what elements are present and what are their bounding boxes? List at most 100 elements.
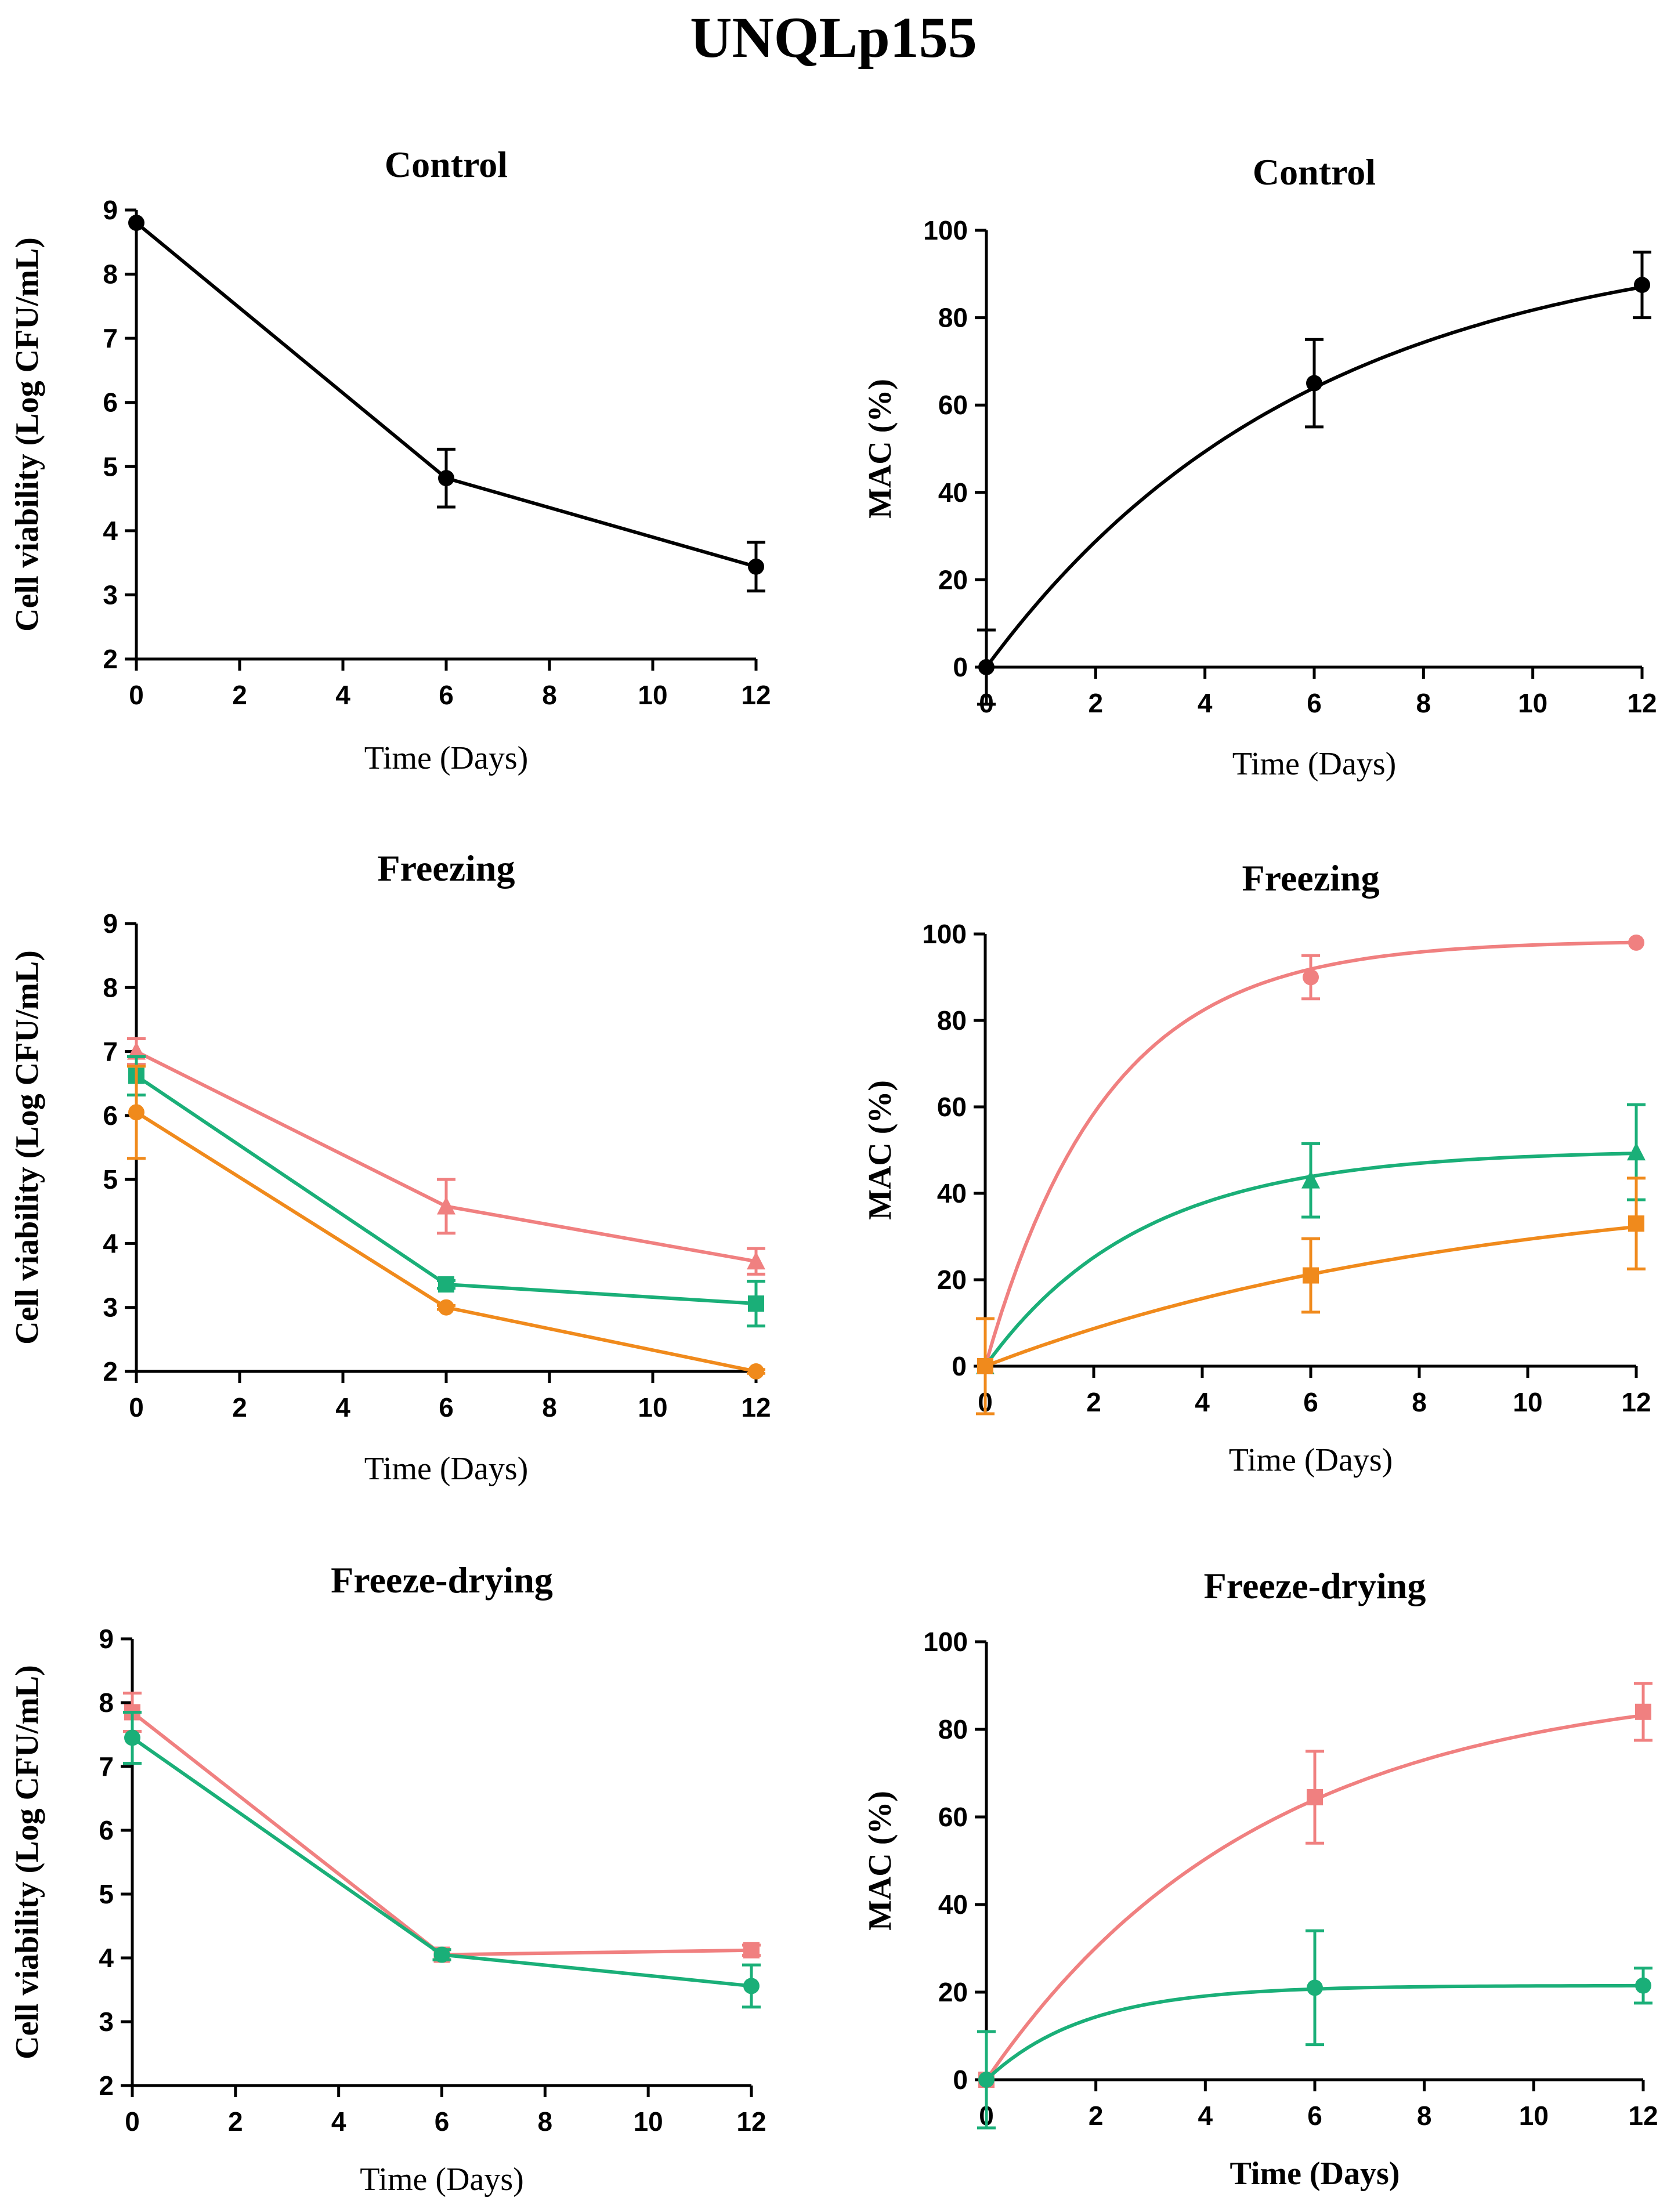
data-point-marker: [748, 1363, 764, 1380]
x-tick-label: 12: [1628, 2101, 1658, 2131]
y-tick-label: 5: [99, 1879, 114, 1909]
x-tick-label: 10: [1519, 2101, 1549, 2131]
data-point-marker: [438, 1276, 454, 1293]
x-tick-label: 6: [1307, 2101, 1322, 2131]
chart-panel-freezing-mac: Freezing020406080100024681012Time (Days)…: [862, 857, 1651, 1478]
y-tick-label: 20: [937, 1265, 967, 1295]
series-control: [977, 251, 1651, 706]
series-green: [127, 1055, 765, 1328]
x-tick-label: 12: [1627, 688, 1657, 718]
y-tick-label: 8: [103, 259, 118, 289]
x-axis-label: Time (Days): [1229, 1442, 1393, 1478]
y-tick-label: 3: [103, 1293, 118, 1323]
data-point-marker: [978, 2072, 995, 2088]
y-tick-label: 0: [952, 1351, 967, 1381]
data-point-marker: [1301, 1170, 1320, 1189]
y-tick-label: 9: [103, 195, 118, 225]
data-point-marker: [1627, 1142, 1646, 1161]
y-tick-label: 2: [103, 1356, 118, 1386]
series-control: [128, 215, 765, 593]
y-axis-label: MAC (%): [862, 379, 898, 519]
series-line: [135, 1110, 757, 1373]
x-tick-label: 0: [125, 2106, 140, 2137]
series-orange: [127, 1065, 765, 1380]
x-tick-label: 4: [1198, 688, 1213, 718]
y-axis-label: Cell viability (Log CFU/mL): [9, 950, 45, 1345]
x-tick-label: 4: [1195, 1387, 1210, 1417]
y-tick-label: 80: [937, 1005, 967, 1036]
data-point-marker: [127, 1041, 146, 1060]
x-tick-label: 8: [538, 2106, 553, 2137]
x-tick-label: 6: [1303, 1387, 1318, 1417]
y-tick-label: 5: [103, 451, 118, 482]
data-point-marker: [1306, 375, 1322, 392]
panel-title: Freeze-drying: [331, 1559, 553, 1601]
data-point-marker: [1307, 1789, 1323, 1806]
x-axis-label: Time (Days): [1230, 2156, 1400, 2192]
y-tick-label: 6: [99, 1815, 114, 1845]
chart-panel-freeze-drying-mac: Freeze-drying020406080100024681012Time (…: [862, 1565, 1658, 2192]
x-tick-label: 10: [1513, 1387, 1542, 1417]
data-point-marker: [743, 1978, 760, 1994]
x-tick-label: 12: [741, 680, 771, 710]
x-tick-label: 10: [1518, 688, 1547, 718]
y-tick-label: 100: [923, 1627, 968, 1657]
x-tick-label: 2: [232, 1392, 247, 1422]
x-tick-label: 4: [335, 680, 350, 710]
data-point-marker: [743, 1942, 760, 1958]
data-point-marker: [437, 1196, 455, 1215]
x-tick-label: 10: [638, 1392, 667, 1422]
data-point-marker: [1307, 1979, 1323, 1996]
y-tick-label: 60: [937, 1092, 967, 1122]
y-axis-label: Cell viability (Log CFU/mL): [9, 1665, 45, 2059]
x-tick-label: 0: [129, 680, 144, 710]
y-tick-label: 40: [938, 477, 968, 508]
x-tick-label: 12: [741, 1392, 771, 1422]
y-tick-label: 4: [103, 516, 118, 546]
series-green: [123, 1711, 761, 2009]
panel-title: Control: [1253, 151, 1376, 193]
data-point-marker: [1303, 969, 1319, 986]
x-axis-label: Time (Days): [360, 2162, 524, 2197]
data-point-marker: [1303, 1267, 1319, 1284]
series-line: [131, 1711, 752, 1957]
y-tick-label: 3: [103, 580, 118, 610]
x-tick-label: 10: [634, 2106, 663, 2137]
y-tick-label: 100: [923, 215, 968, 245]
data-point-marker: [438, 1299, 454, 1316]
x-tick-label: 6: [439, 1392, 454, 1422]
series-orange: [976, 1176, 1646, 1415]
x-axis-label: Time (Days): [364, 1451, 529, 1487]
x-tick-label: 2: [232, 680, 247, 710]
y-tick-label: 2: [103, 644, 118, 674]
y-tick-label: 40: [938, 1889, 968, 1920]
data-point-marker: [748, 1295, 764, 1312]
x-tick-label: 8: [1416, 688, 1431, 718]
x-tick-label: 4: [331, 2106, 346, 2137]
x-tick-label: 0: [129, 1392, 144, 1422]
x-axis-label: Time (Days): [1232, 746, 1397, 782]
panel-title: Freeze-drying: [1204, 1565, 1426, 1606]
y-tick-label: 7: [99, 1751, 114, 1782]
series-pink: [977, 934, 1644, 1374]
data-point-marker: [977, 1358, 993, 1374]
x-tick-label: 4: [1198, 2101, 1213, 2131]
y-tick-label: 20: [938, 564, 968, 595]
y-axis-label: MAC (%): [862, 1080, 898, 1220]
y-tick-label: 9: [99, 1624, 114, 1654]
series-pink: [127, 1037, 765, 1276]
y-tick-label: 0: [953, 652, 968, 682]
y-tick-label: 6: [103, 1100, 118, 1131]
panel-title: Freezing: [378, 848, 515, 889]
data-point-marker: [1634, 277, 1650, 294]
y-tick-label: 2: [99, 2070, 114, 2101]
y-tick-label: 7: [103, 323, 118, 353]
x-tick-label: 6: [1307, 688, 1322, 718]
y-tick-label: 5: [103, 1164, 118, 1194]
x-tick-label: 8: [1412, 1387, 1427, 1417]
panel-title: Control: [385, 144, 508, 185]
y-tick-label: 9: [103, 908, 118, 939]
